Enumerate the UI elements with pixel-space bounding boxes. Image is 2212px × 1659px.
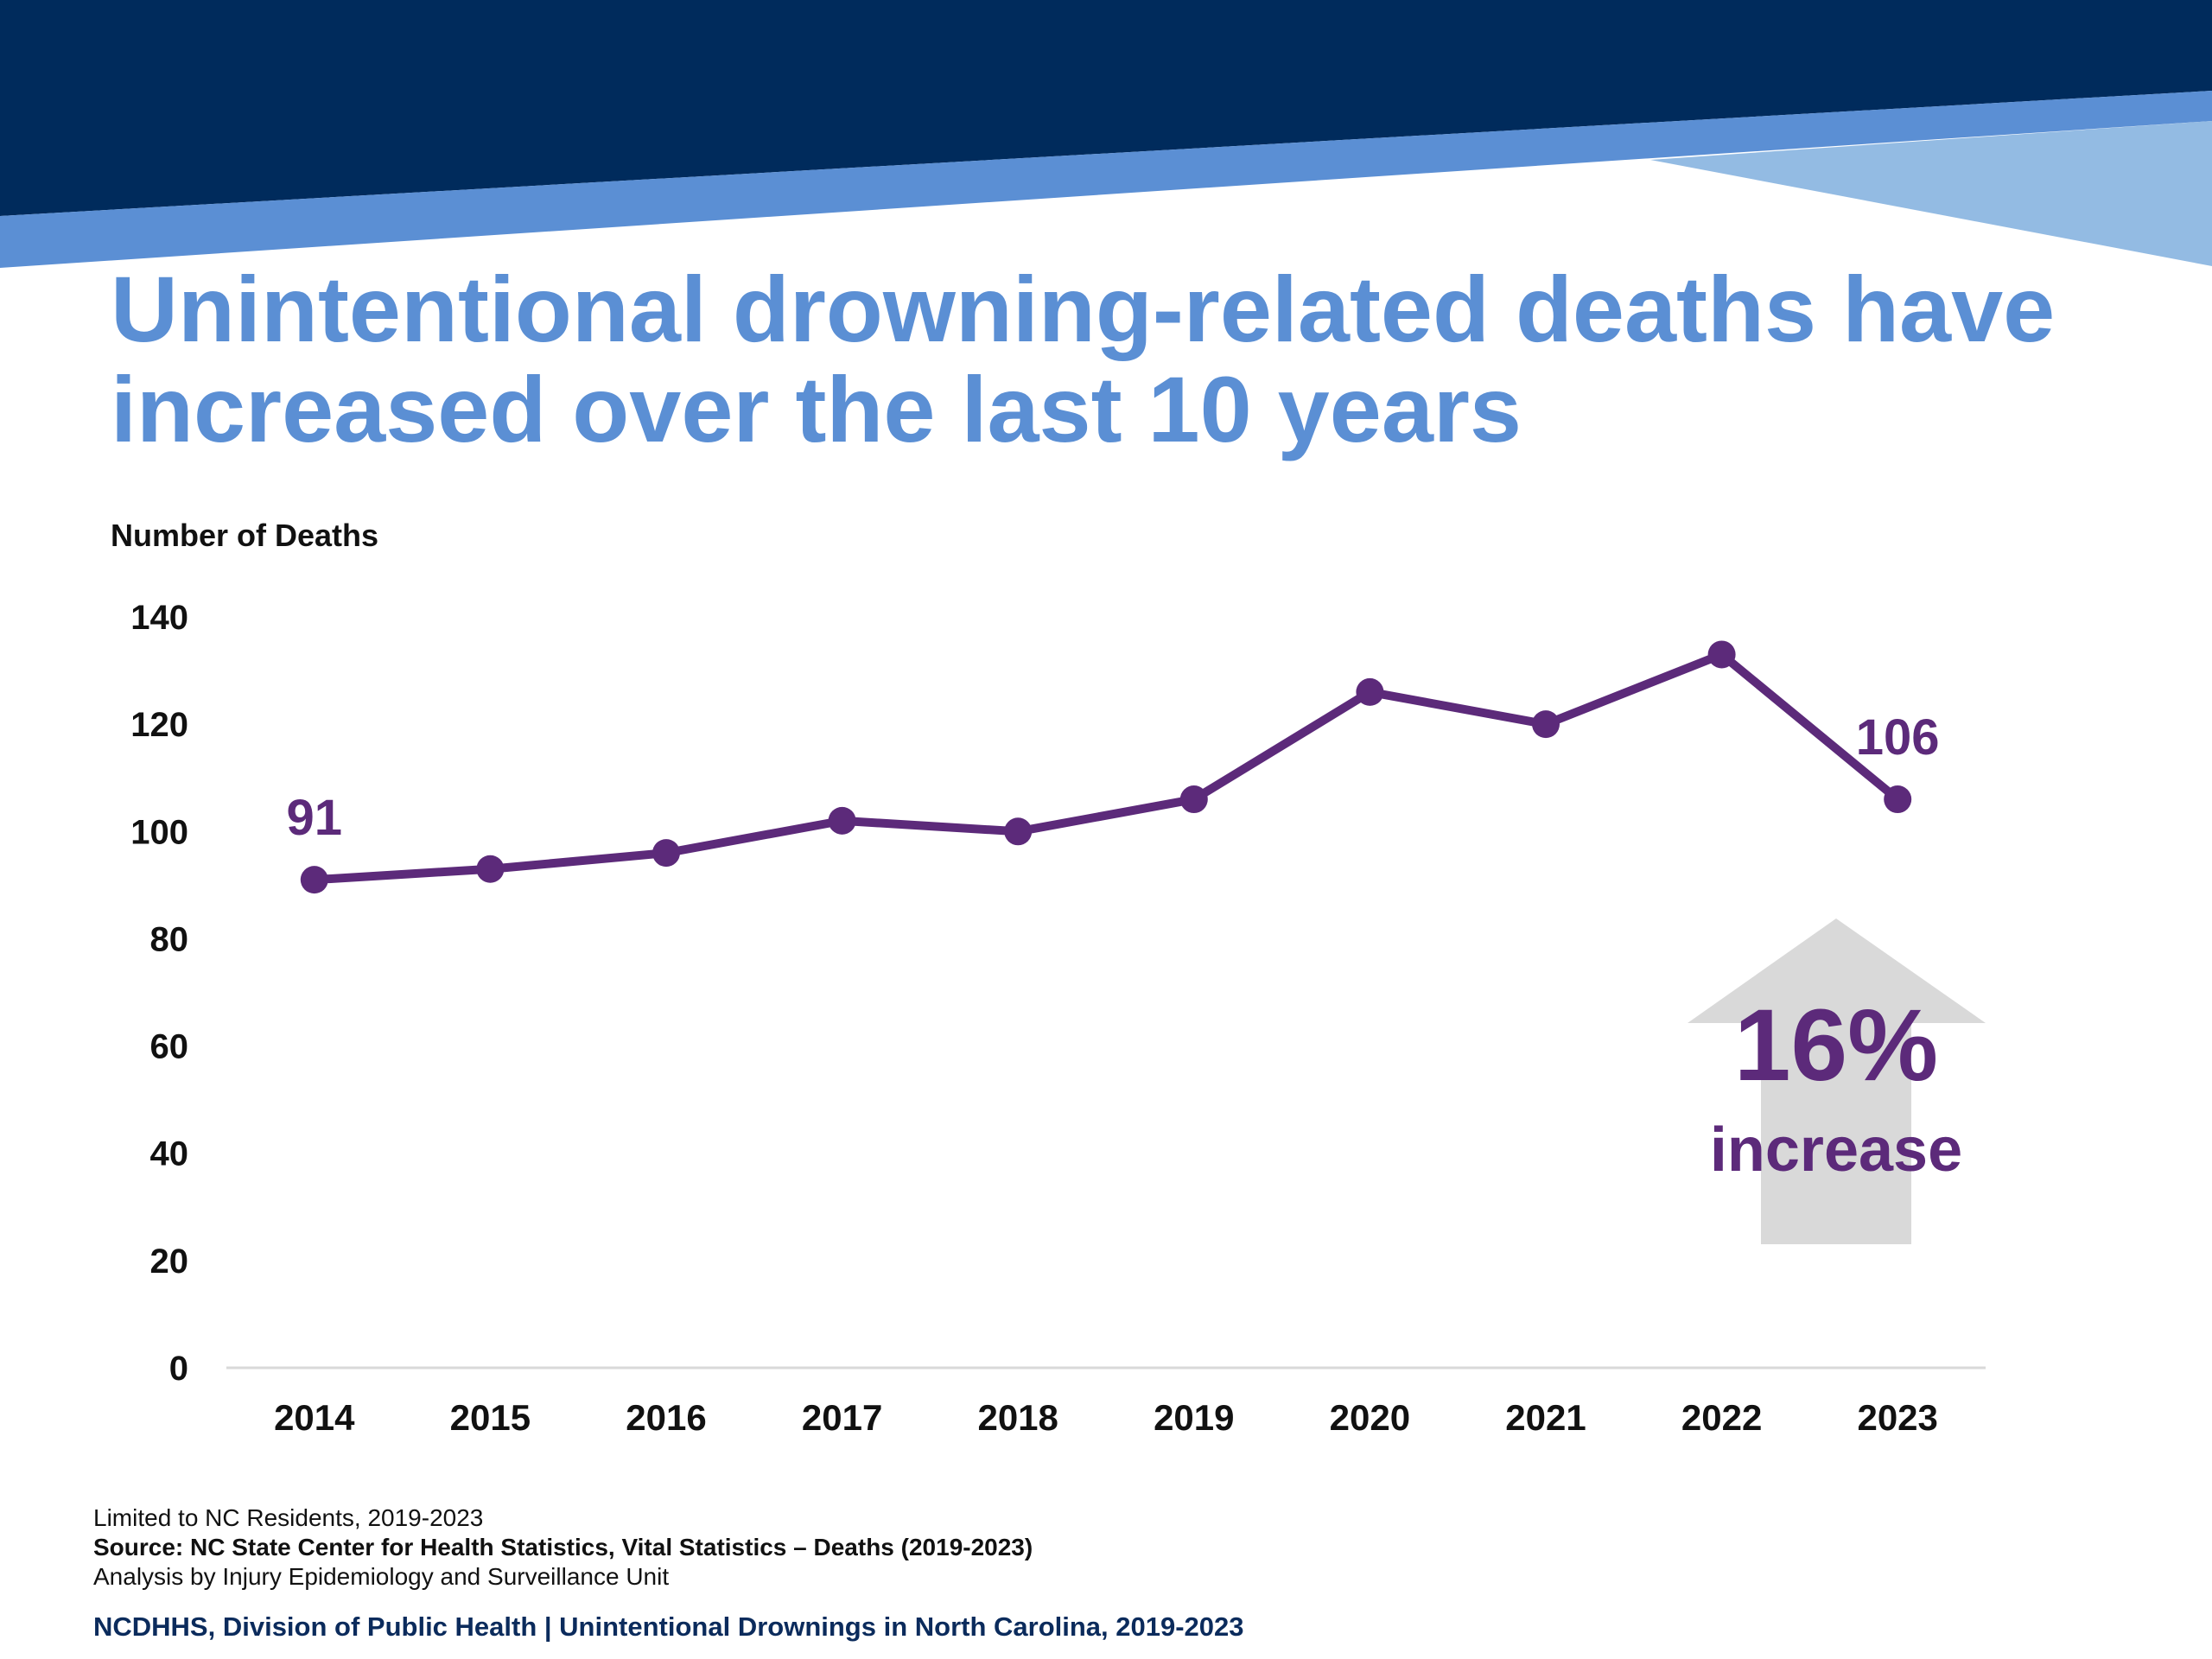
header-banner: [0, 0, 2212, 268]
y-tick-label: 100: [130, 813, 188, 851]
data-label: 91: [287, 790, 343, 846]
y-tick-label: 140: [130, 599, 188, 637]
y-tick-label: 60: [150, 1028, 189, 1066]
data-point: [1707, 640, 1736, 669]
y-tick-label: 0: [169, 1350, 188, 1388]
data-point: [1356, 677, 1384, 706]
increase-label: increase: [1710, 1116, 1962, 1185]
x-tick-label: 2017: [802, 1397, 882, 1438]
y-axis-title: Number of Deaths: [111, 518, 378, 553]
banner-blue-stripe: [0, 91, 2212, 268]
increase-percent: 16%: [1734, 988, 1938, 1103]
x-tick-label: 2020: [1330, 1397, 1410, 1438]
x-tick-label: 2015: [450, 1397, 531, 1438]
x-tick-label: 2019: [1154, 1397, 1234, 1438]
data-point: [300, 866, 328, 894]
footer-analysis: Analysis by Injury Epidemiology and Surv…: [93, 1563, 670, 1590]
y-tick-label: 80: [150, 920, 189, 958]
x-tick-label: 2021: [1505, 1397, 1586, 1438]
y-tick-label: 40: [150, 1135, 189, 1173]
footer-source: Source: NC State Center for Health Stati…: [93, 1534, 1033, 1560]
y-axis: 0 20 40 60 80 100 120 140: [130, 599, 188, 1388]
data-point: [828, 806, 856, 835]
line-chart: Number of Deaths 0 20 40 60 80 100 120 140 2014…: [111, 518, 1986, 1438]
series-line: [309, 650, 1903, 885]
data-point: [652, 839, 680, 868]
banner-navy-band: [0, 0, 2212, 216]
data-point: [1884, 785, 1912, 814]
y-tick-label: 120: [130, 706, 188, 744]
increase-callout: 16% increase: [1688, 918, 1986, 1244]
data-labels: 91 106: [287, 709, 1940, 846]
x-tick-label: 2023: [1857, 1397, 1937, 1438]
footer-brand: NCDHHS, Division of Public Health | Unin…: [93, 1611, 1244, 1642]
data-label: 106: [1856, 709, 1940, 766]
slide-title: Unintentional drowning-related deaths ha…: [111, 257, 2056, 461]
up-arrow-icon: [1688, 918, 1986, 1244]
x-tick-label: 2014: [274, 1397, 355, 1438]
footer-notes: Limited to NC Residents, 2019-2023 Sourc…: [93, 1503, 1033, 1592]
x-tick-label: 2018: [977, 1397, 1058, 1438]
footer-note: Limited to NC Residents, 2019-2023: [93, 1504, 484, 1531]
x-tick-label: 2022: [1681, 1397, 1762, 1438]
data-points: [300, 640, 1912, 894]
data-point: [1532, 710, 1560, 739]
x-axis: 2014 2015 2016 2017 2018 2019 2020 2021 2022 2023: [274, 1397, 1938, 1438]
data-point: [1179, 785, 1208, 814]
x-tick-label: 2016: [626, 1397, 706, 1438]
banner-light-blue-wedge: [1650, 121, 2212, 266]
data-point: [1004, 817, 1033, 846]
y-tick-label: 20: [150, 1243, 189, 1281]
data-point: [476, 855, 505, 883]
